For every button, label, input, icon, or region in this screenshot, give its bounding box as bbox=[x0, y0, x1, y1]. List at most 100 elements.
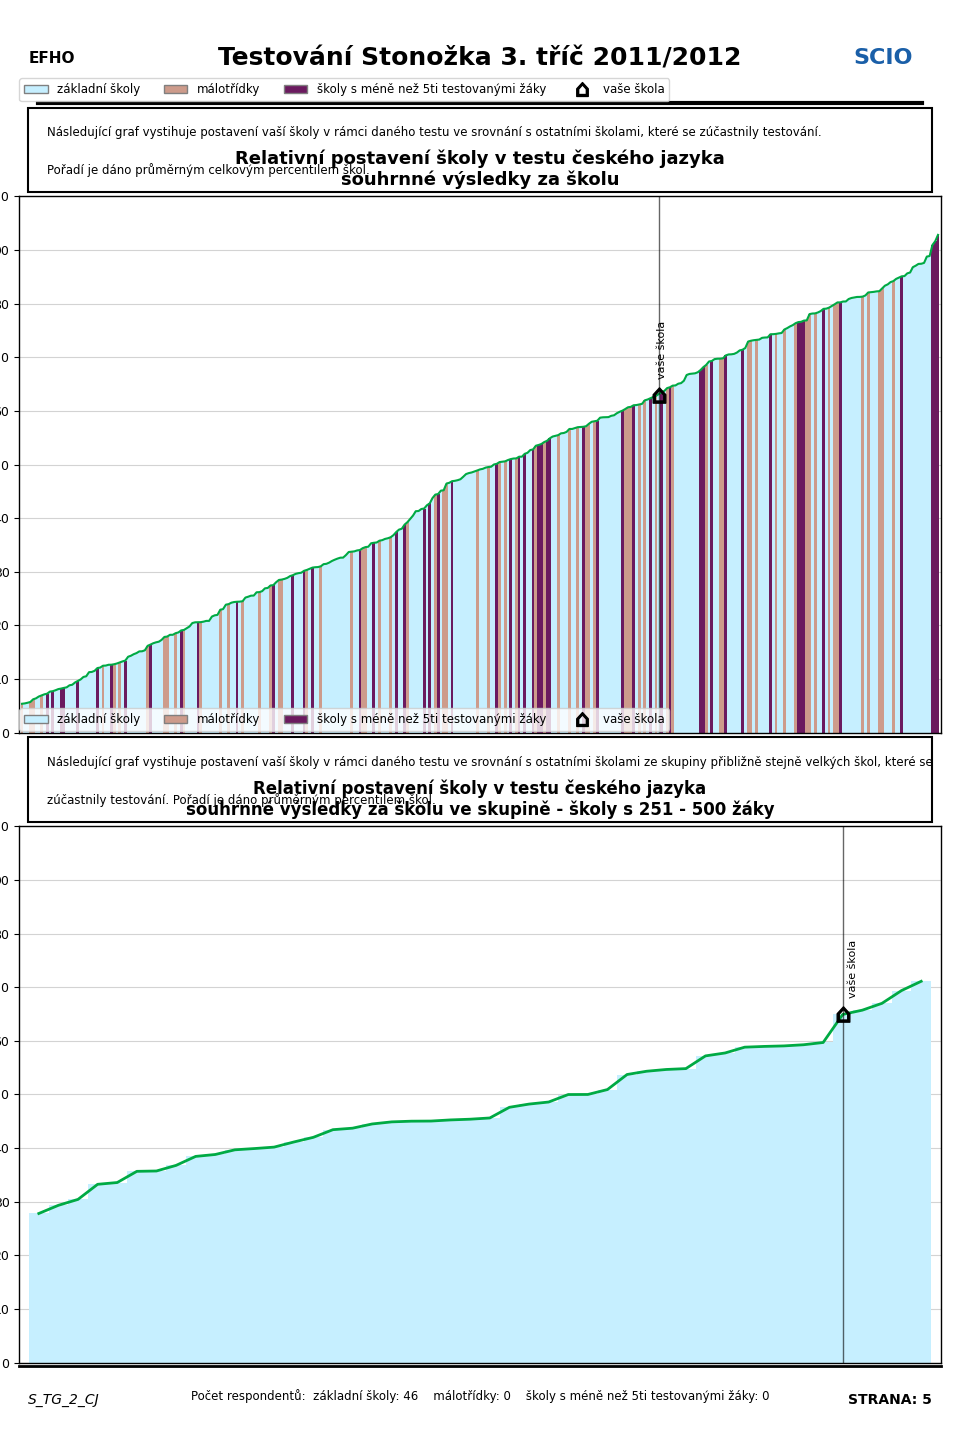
Bar bbox=[753, 340, 756, 732]
Bar bbox=[621, 411, 624, 732]
Bar bbox=[395, 532, 397, 732]
Bar bbox=[82, 677, 84, 732]
Bar bbox=[892, 280, 895, 732]
Bar bbox=[900, 276, 903, 732]
Bar bbox=[727, 355, 730, 732]
Bar bbox=[343, 1128, 362, 1363]
Bar bbox=[495, 464, 498, 732]
Bar bbox=[37, 696, 40, 732]
Bar bbox=[303, 1138, 324, 1363]
Bar bbox=[406, 522, 409, 732]
Bar bbox=[715, 1053, 735, 1363]
Bar bbox=[420, 509, 422, 732]
Bar bbox=[80, 680, 82, 732]
Bar bbox=[674, 385, 677, 732]
Bar bbox=[186, 1157, 205, 1363]
Bar bbox=[800, 321, 803, 732]
Bar bbox=[169, 635, 172, 732]
Bar bbox=[225, 1149, 245, 1363]
Bar bbox=[683, 381, 685, 732]
Bar bbox=[415, 511, 418, 732]
Bar bbox=[143, 651, 146, 732]
Bar bbox=[20, 703, 23, 732]
Bar bbox=[873, 1004, 892, 1363]
Bar bbox=[735, 353, 738, 732]
Bar bbox=[49, 692, 51, 732]
Bar bbox=[588, 424, 590, 732]
Bar bbox=[295, 574, 297, 732]
Bar bbox=[783, 330, 786, 732]
Bar bbox=[456, 479, 459, 732]
Bar bbox=[382, 1122, 401, 1363]
Bar bbox=[848, 299, 850, 732]
Bar bbox=[786, 328, 788, 732]
Bar bbox=[649, 398, 652, 732]
Bar bbox=[375, 542, 378, 732]
Bar bbox=[258, 593, 261, 732]
Bar bbox=[889, 282, 892, 732]
Bar bbox=[883, 286, 886, 732]
Bar bbox=[152, 644, 155, 732]
Bar bbox=[540, 445, 542, 732]
Bar bbox=[60, 689, 62, 732]
Bar bbox=[839, 302, 842, 732]
Bar bbox=[769, 334, 772, 732]
Bar bbox=[780, 333, 783, 732]
Bar bbox=[487, 466, 490, 732]
Bar bbox=[660, 392, 663, 732]
Bar bbox=[911, 267, 914, 732]
Bar bbox=[115, 664, 118, 732]
Bar bbox=[244, 597, 247, 732]
Bar bbox=[68, 686, 71, 732]
Bar bbox=[504, 462, 507, 732]
Bar bbox=[425, 506, 428, 732]
Bar bbox=[791, 325, 794, 732]
Bar bbox=[911, 981, 931, 1363]
Bar bbox=[275, 583, 277, 732]
Bar bbox=[671, 385, 674, 732]
Bar bbox=[261, 591, 264, 732]
Bar bbox=[582, 427, 585, 732]
FancyBboxPatch shape bbox=[29, 738, 931, 821]
Bar bbox=[135, 652, 138, 732]
Bar bbox=[797, 323, 800, 732]
Bar bbox=[54, 690, 57, 732]
Bar bbox=[772, 334, 775, 732]
Bar bbox=[850, 298, 852, 732]
Bar bbox=[409, 519, 412, 732]
Bar bbox=[317, 567, 320, 732]
Bar bbox=[735, 1048, 755, 1363]
Bar bbox=[538, 445, 540, 732]
Bar bbox=[535, 446, 538, 732]
Bar bbox=[87, 673, 90, 732]
Bar bbox=[501, 462, 504, 732]
Bar bbox=[422, 509, 425, 732]
Bar bbox=[655, 397, 658, 732]
Bar bbox=[914, 266, 917, 732]
Title: Relativní postavení školy v testu českého jazyka
souhrnné výsledky za školu: Relativní postavení školy v testu českéh… bbox=[235, 150, 725, 189]
Bar bbox=[898, 278, 900, 732]
Bar bbox=[403, 525, 406, 732]
Bar bbox=[157, 642, 160, 732]
Bar bbox=[676, 1068, 696, 1363]
Bar bbox=[602, 417, 604, 732]
Bar bbox=[576, 427, 579, 732]
Bar bbox=[909, 273, 911, 732]
Bar bbox=[71, 684, 74, 732]
Bar bbox=[361, 548, 364, 732]
Bar bbox=[892, 991, 911, 1363]
Bar bbox=[878, 291, 880, 732]
Bar bbox=[517, 456, 520, 732]
Bar bbox=[302, 571, 305, 732]
Legend: základní školy, málotřídky, školy s méně než 5ti testovanými žáky, vaše škola: základní školy, málotřídky, školy s méně… bbox=[19, 708, 669, 731]
Bar bbox=[630, 407, 633, 732]
Bar bbox=[710, 360, 713, 732]
Bar bbox=[440, 491, 443, 732]
Bar bbox=[292, 575, 295, 732]
Legend: základní školy, málotřídky, školy s méně než 5ti testovanými žáky, vaše škola: základní školy, málotřídky, školy s méně… bbox=[19, 78, 669, 100]
Bar bbox=[233, 602, 235, 732]
Bar bbox=[699, 371, 702, 732]
Bar bbox=[855, 296, 858, 732]
Bar bbox=[557, 434, 560, 732]
Bar bbox=[264, 588, 266, 732]
